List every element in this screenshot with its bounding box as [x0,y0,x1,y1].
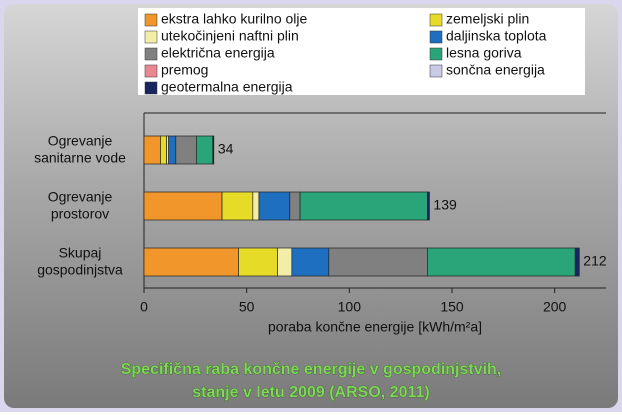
x-tick-label: 150 [440,299,464,315]
legend-label: sončna energija [446,62,545,78]
bar-segment [196,135,214,165]
bar-segment [277,247,293,277]
bar-segment [168,135,177,165]
bar-segment [427,191,430,221]
y-tick-label: gospodinjstva [37,262,123,278]
x-tick-label: 50 [239,299,255,315]
total-label: 212 [583,253,607,269]
y-tick-label: Skupaj [59,245,102,261]
legend-swatch [144,64,158,78]
bar-segment [252,191,260,221]
legend-label: ekstra lahko kurilno olje [161,11,308,27]
bar-segment [175,135,197,165]
legend-swatch [144,13,158,27]
legend-label: utekočinjeni naftni plin [161,28,299,44]
bar-segment [221,191,254,221]
legend-swatch [429,30,443,44]
y-tick-label: sanitarne vode [34,150,126,166]
bar-segment [574,247,580,277]
total-label: 139 [433,197,457,213]
x-tick-label: 200 [543,299,567,315]
bar-segment [143,191,223,221]
bar-segment [289,191,301,221]
legend-label: daljinska toplota [446,28,547,44]
bar-segment [291,247,330,277]
x-axis-label: poraba končne energije [kWh/m²a] [268,319,482,335]
y-tick-label: Ogrevanje [48,189,113,205]
legend-label: premog [161,62,208,78]
legend-box [138,8,585,95]
legend-swatch [144,30,158,44]
legend-swatch [144,81,158,95]
legend-label: lesna goriva [446,45,522,61]
bar-segment [238,247,278,277]
bar-segment [258,191,291,221]
chart-title: Specifična raba končne energije v gospod… [121,361,502,378]
bar-segment [427,247,576,277]
legend-label: električna energija [161,45,275,61]
bar-segment [299,191,428,221]
legend-swatch [429,64,443,78]
legend-swatch [429,47,443,61]
bar-segment [160,135,167,165]
x-tick-label: 100 [338,299,362,315]
y-tick-label: Ogrevanje [48,133,113,149]
bar-segment [143,135,161,165]
legend-label: geotermalna energija [161,79,293,95]
bar-segment [212,135,215,165]
legend-swatch [429,13,443,27]
legend-label: zemeljski plin [446,11,529,27]
total-label: 34 [218,141,234,157]
bar-segment [143,247,239,277]
legend-swatch [144,47,158,61]
chart-title: stanje v letu 2009 (ARSO, 2011) [192,384,429,401]
bar-segment [328,247,428,277]
y-tick-label: prostorov [51,206,109,222]
x-tick-label: 0 [140,299,148,315]
